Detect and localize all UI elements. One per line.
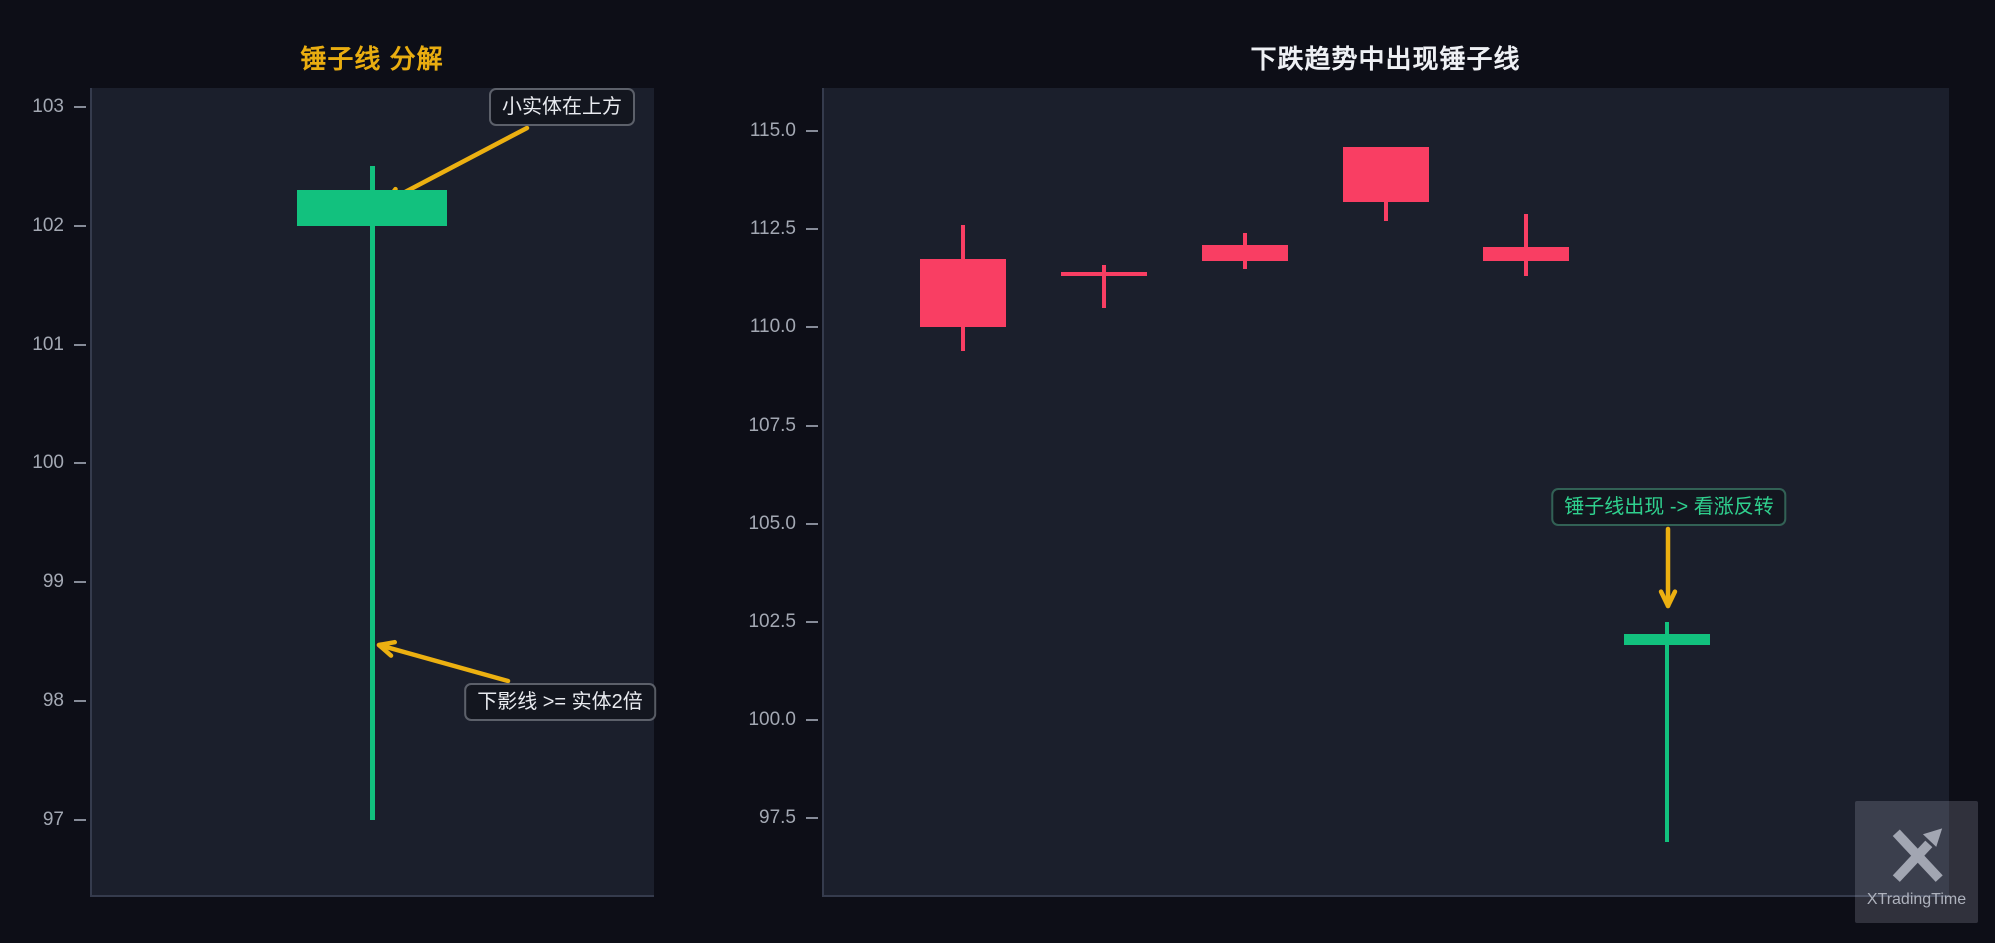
y-axis-tick-label: 100.0 [748, 708, 796, 730]
right-chart-title: 下跌趋势中出现锤子线 [1250, 44, 1521, 74]
y-axis-tick-mark [74, 462, 86, 465]
candle-wick [1524, 213, 1529, 277]
y-axis-tick-label: 105.0 [748, 512, 796, 534]
y-axis-tick-label: 103 [32, 96, 64, 117]
y-axis-tick-mark [806, 424, 818, 427]
y-axis-tick-mark [806, 130, 818, 133]
y-axis-tick-mark [806, 817, 818, 820]
annotation-label: 锤子线出现 -> 看涨反转 [1551, 488, 1787, 526]
annotation-label: 小实体在上方 [489, 88, 635, 126]
candle-wick [1101, 264, 1106, 308]
y-axis-tick-label: 102 [32, 214, 64, 236]
y-axis-tick-mark [806, 718, 818, 721]
y-axis-tick-label: 101 [32, 333, 64, 355]
y-axis-tick-label: 100 [32, 452, 64, 474]
candle-body [1624, 633, 1711, 646]
y-axis-tick-mark [74, 699, 86, 702]
y-axis-tick-mark [806, 522, 818, 525]
brand-name: XTradingTime [1866, 891, 1967, 908]
y-axis-tick-label: 102.5 [748, 610, 796, 632]
y-axis-tick-mark [74, 343, 86, 346]
y-axis-tick-mark [74, 224, 86, 227]
y-axis-tick-label: 98 [42, 689, 64, 711]
y-axis-tick-label: 99 [42, 571, 64, 593]
left-chart-title: 锤子线 分解 [300, 44, 444, 74]
y-axis-tick-mark [74, 106, 86, 108]
candle-body [297, 190, 447, 226]
y-axis-tick-mark [806, 228, 818, 231]
y-axis-tick-label: 112.5 [749, 218, 796, 240]
candle-body [919, 258, 1006, 328]
candle-body [1483, 246, 1570, 261]
y-axis-tick-label: 110.0 [749, 316, 796, 338]
annotation-label: 下影线 >= 实体2倍 [464, 683, 656, 721]
candle-wick [1665, 621, 1670, 842]
y-axis-tick-label: 115.0 [749, 120, 796, 142]
candle-wick [369, 166, 375, 820]
y-axis-tick-label: 107.5 [748, 414, 796, 436]
y-axis-tick-mark [74, 581, 86, 584]
watermark-logo: XTradingTime [1855, 801, 1978, 923]
y-axis-tick-mark [806, 620, 818, 623]
y-axis-tick-label: 97.5 [759, 807, 796, 829]
y-axis-tick-mark [806, 326, 818, 329]
candle-body [1201, 245, 1288, 261]
candle-body [1342, 146, 1429, 202]
y-axis-tick-label: 97 [42, 808, 64, 830]
brand-x-arrow-icon [1892, 828, 1943, 882]
y-axis-tick-mark [74, 818, 86, 821]
candle-body [1060, 272, 1147, 277]
